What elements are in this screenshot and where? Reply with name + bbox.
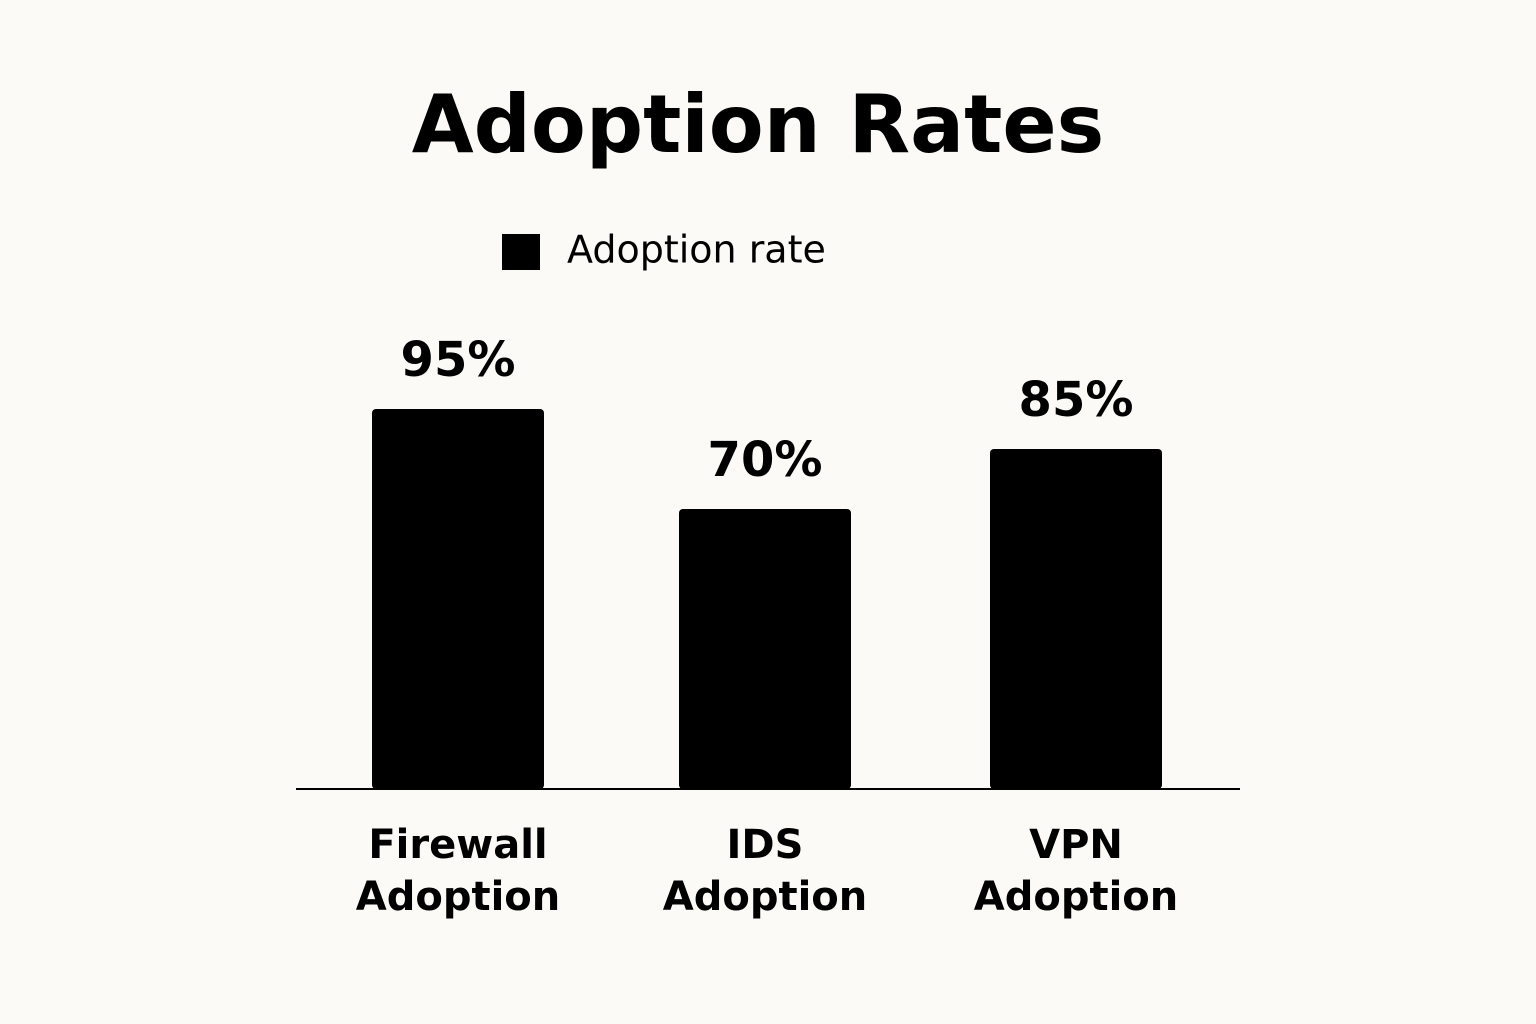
legend-swatch xyxy=(502,234,540,270)
legend-label: Adoption rate xyxy=(567,228,826,272)
bar xyxy=(679,509,851,789)
x-tick-label: IDS Adoption xyxy=(662,822,868,920)
chart-title: Adoption Rates xyxy=(412,78,1105,171)
value-label: 95% xyxy=(401,332,516,388)
bar xyxy=(372,409,544,789)
value-label: 85% xyxy=(1019,372,1134,428)
value-label: 70% xyxy=(708,432,823,488)
x-tick-label: Firewall Adoption xyxy=(355,822,561,920)
bar xyxy=(990,449,1162,789)
x-tick-label: VPN Adoption xyxy=(973,822,1179,920)
